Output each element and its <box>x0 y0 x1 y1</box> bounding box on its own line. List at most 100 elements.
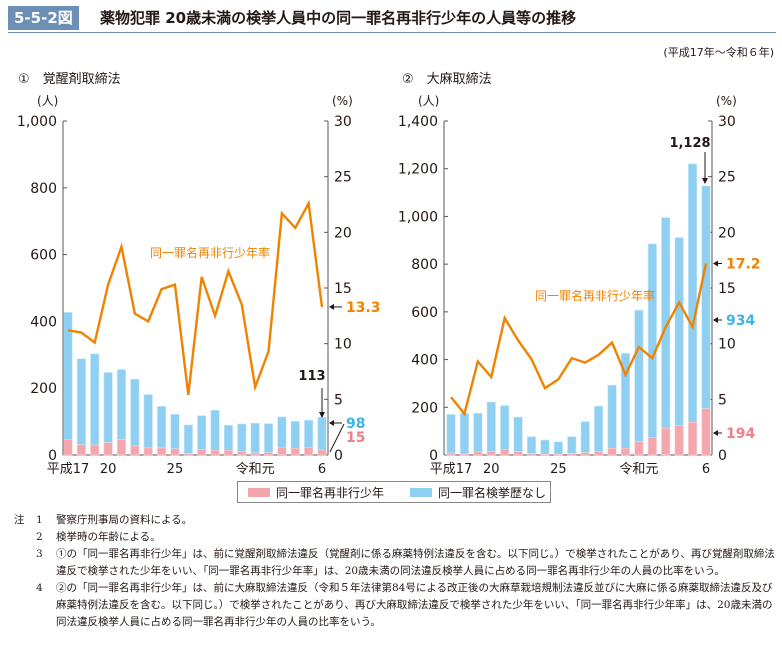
bar-no-record <box>317 416 327 451</box>
note-1: 注 1 警察庁刑事局の資料による。 <box>14 512 776 529</box>
x-tick-label: 6 <box>318 462 326 477</box>
bar-recidivist <box>223 450 233 456</box>
bar-recidivist <box>237 451 247 456</box>
bar-no-record <box>143 394 153 449</box>
x-tick-label: 25 <box>550 462 567 477</box>
notes-head: 注 <box>14 514 25 526</box>
bar-no-record <box>580 421 590 453</box>
x-tick-label: 平成17 <box>47 462 90 477</box>
bar-no-record <box>157 405 167 449</box>
bar-recidivist <box>594 451 604 456</box>
bar-recidivist <box>540 453 550 456</box>
bar-no-record <box>647 243 657 438</box>
rate-last-label: 13.3 <box>346 300 381 316</box>
rate-line <box>450 263 708 417</box>
bar-recidivist <box>304 447 314 456</box>
right-tick-label: 5 <box>334 392 343 408</box>
notes: 注 1 警察庁刑事局の資料による。 2 検挙時の年齢による。 3 ①の「同一罪名… <box>14 512 776 631</box>
x-tick-label: 20 <box>100 462 117 477</box>
bar-no-record <box>607 384 617 449</box>
bar-no-record <box>526 436 537 454</box>
bar-recidivist <box>661 427 671 456</box>
bar-no-record <box>634 309 644 442</box>
figure-title: 薬物犯罪 20歳未満の検挙人員中の同一罪名再非行少年の人員等の推移 <box>100 9 577 27</box>
legend-swatch-recidivist <box>248 487 270 497</box>
note-text: ①の「同一罪名再非行少年」は、前に覚醒剤取締法違反（覚醒剤に係る麻薬特例法違反を… <box>56 548 775 577</box>
bar-no-record <box>500 405 510 450</box>
bar-no-record <box>76 358 86 445</box>
right-tick-label: 30 <box>718 114 736 130</box>
bar-no-record <box>553 441 563 455</box>
note-text: 警察庁刑事局の資料による。 <box>56 514 193 526</box>
bar-recidivist <box>103 442 113 456</box>
right-axis-unit: (%) <box>332 94 353 108</box>
bar-recidivist <box>607 448 617 456</box>
recidivist-last-label: 194 <box>726 426 755 442</box>
left-tick-label: 1,400 <box>398 114 438 130</box>
bar-recidivist <box>290 448 300 456</box>
bar-recidivist <box>263 452 274 456</box>
bar-recidivist <box>317 449 327 456</box>
bar-no-record <box>290 420 300 449</box>
bar-recidivist <box>63 439 73 456</box>
bar-no-record <box>674 237 684 426</box>
rate-line-label: 同一罪名再非行少年率 <box>150 245 270 260</box>
no-record-last-label: 934 <box>726 313 755 329</box>
bar-no-record <box>250 422 260 454</box>
right-tick-label: 25 <box>718 170 736 186</box>
bar-recidivist <box>130 445 140 456</box>
bar-recidivist <box>701 408 711 456</box>
note-number: 1 <box>36 514 43 526</box>
right-axis-unit: (%) <box>716 94 737 108</box>
right-tick-label: 20 <box>334 225 352 241</box>
figure-number: 5-5-2図 <box>8 6 79 30</box>
x-tick-label: 令和元 <box>619 462 658 477</box>
note-2: 2 検挙時の年齢による。 <box>14 529 776 546</box>
right-tick-label: 5 <box>718 392 727 408</box>
total-last-label: 113 <box>298 369 325 384</box>
left-tick-label: 400 <box>30 314 57 330</box>
bar-recidivist <box>580 452 590 456</box>
bar-no-record <box>594 405 604 452</box>
rate-arrow-head <box>713 260 718 267</box>
note-number: 4 <box>36 582 43 594</box>
left-tick-label: 1,000 <box>398 209 438 225</box>
right-tick-label: 30 <box>334 114 352 130</box>
left-axis-unit: (人) <box>418 94 439 108</box>
period-label: (平成17年～令和６年) <box>663 46 774 59</box>
left-tick-label: 200 <box>30 381 57 397</box>
note-text: 検挙時の年齢による。 <box>56 531 161 543</box>
bar-no-record <box>116 369 127 440</box>
right-tick-label: 25 <box>334 170 352 186</box>
rate-line <box>67 199 324 396</box>
bar-no-record <box>459 412 469 455</box>
total-arrow-head <box>702 178 708 184</box>
bar-no-record <box>197 415 207 450</box>
right-tick-label: 10 <box>718 337 736 353</box>
note-4: 4 ②の「同一罪名再非行少年」は、前に大麻取締法違反（令和５年法律第84号による… <box>14 580 776 631</box>
left-tick-label: 1,000 <box>17 114 57 130</box>
legend: 同一罪名再非行少年 同一罪名検挙歴なし <box>237 481 551 503</box>
note-number: 3 <box>36 548 43 560</box>
bar-recidivist <box>634 441 644 456</box>
bar-recidivist <box>620 448 631 456</box>
chart-2-title: ② 大麻取締法 <box>402 72 492 87</box>
bar-no-record <box>486 401 496 452</box>
bar-no-record <box>223 424 233 451</box>
rate-arrow-head <box>329 303 334 310</box>
figure-header: 5-5-2図 薬物犯罪 20歳未満の検挙人員中の同一罪名再非行少年の人員等の推移 <box>8 6 776 33</box>
bar-recidivist <box>76 444 86 456</box>
no-record-last-label: 98 <box>346 416 365 432</box>
left-tick-label: 400 <box>411 353 438 369</box>
bar-recidivist <box>157 447 167 456</box>
bar-no-record <box>183 424 193 454</box>
bar-no-record <box>567 436 577 454</box>
bar-recidivist <box>526 453 537 456</box>
bar-no-record <box>170 413 180 450</box>
note-3: 3 ①の「同一罪名再非行少年」は、前に覚醒剤取締法違反（覚醒剤に係る麻薬特例法違… <box>14 546 776 580</box>
recidivist-arrow-head <box>713 430 718 436</box>
bar-recidivist <box>210 450 220 456</box>
left-tick-label: 200 <box>411 400 438 416</box>
left-tick-label: 600 <box>411 305 438 321</box>
bar-no-record <box>103 372 113 443</box>
